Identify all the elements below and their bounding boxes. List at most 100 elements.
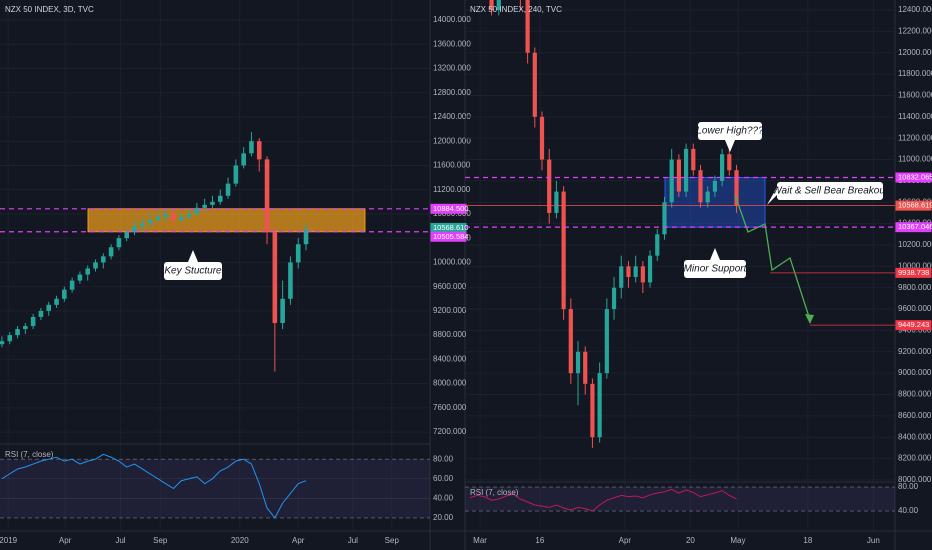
candle-body [264, 159, 270, 233]
overlay-layer: NZX 50 INDEX, 3D, TVC10884.50010568.6101… [0, 5, 932, 497]
candle-body [647, 255, 653, 283]
x-tick-label: 18 [803, 536, 812, 545]
price-tag-label: 10568.610 [433, 223, 468, 232]
candle-body [23, 326, 28, 330]
candle-body [155, 216, 161, 220]
callout-pointer [767, 187, 777, 205]
candle-body [683, 148, 689, 192]
x-tick-label: Jul [348, 536, 358, 545]
y-tick-label: 11200.000 [433, 185, 471, 194]
y-tick-label: 11200.000 [898, 133, 932, 142]
candle-body [539, 116, 545, 160]
callout-pointer [188, 250, 198, 262]
projection-arrowhead [805, 314, 814, 324]
candle-body [225, 183, 231, 196]
y-tick-label: 8600.000 [898, 411, 932, 420]
x-tick-label: 16 [535, 536, 544, 545]
y-tick-label: 12200.000 [898, 27, 932, 36]
candle-body [655, 234, 660, 256]
candle-body [698, 170, 703, 203]
candle-body [720, 154, 725, 181]
candle-body [288, 262, 293, 299]
candle-body [590, 383, 595, 438]
candle-body [496, 0, 501, 11]
price-tag-label: 10832.065 [898, 172, 932, 181]
price-tag [895, 200, 932, 211]
price-tag [895, 222, 932, 233]
x-tick-label: Jul [115, 536, 125, 545]
y-tick-label: 12400.000 [898, 5, 932, 14]
candle-body [249, 141, 254, 154]
candle-body [46, 304, 52, 311]
zone-box [87, 208, 366, 233]
y-tick-label: 13600.000 [433, 39, 471, 48]
callout-text: Minor Support [684, 264, 748, 275]
candle-body [233, 165, 239, 184]
callout-box [684, 260, 746, 278]
rsi-band [0, 459, 430, 518]
price-tag [430, 231, 467, 242]
candle-body [217, 195, 223, 202]
candle-body [303, 229, 309, 245]
candle-body [93, 262, 98, 269]
candle-body [210, 201, 215, 205]
callout-box [164, 262, 222, 280]
candle-body [619, 266, 624, 288]
price-tag-label: 10884.500 [433, 204, 468, 213]
rsi-tick-label: 40.00 [433, 493, 454, 502]
y-tick-label: 8200.000 [898, 454, 932, 463]
candle-body [611, 287, 617, 310]
x-tick-label: Apr [59, 536, 72, 545]
candle-body [241, 153, 246, 166]
rsi-tick-label: 80.00 [898, 482, 919, 491]
y-tick-label: 11600.000 [898, 91, 932, 100]
projection-path [734, 194, 811, 321]
candle-body [202, 204, 207, 208]
y-tick-label: 11000.000 [898, 155, 932, 164]
candle-body [489, 0, 494, 11]
candle-body [640, 266, 645, 283]
candle-body [69, 280, 75, 290]
candle-body [734, 170, 739, 206]
y-tick-label: 7600.000 [433, 403, 467, 412]
y-tick-label: 8000.000 [898, 475, 932, 484]
x-tick-label: 2019 [0, 536, 18, 545]
candle-body [178, 216, 184, 220]
y-tick-label: 9800.000 [898, 283, 932, 292]
candle-body [554, 191, 559, 213]
candle-body [633, 266, 638, 278]
candle-body [669, 159, 674, 203]
y-tick-label: 9200.000 [433, 306, 467, 315]
candle-body [15, 329, 20, 336]
x-tick-label: Mar [473, 536, 487, 545]
candle-body [108, 247, 114, 257]
candle-body [101, 256, 106, 263]
x-tick-label: Sep [385, 536, 400, 545]
candle-body [85, 268, 91, 275]
x-tick-label: Apr [292, 536, 305, 545]
rsi-tick-label: 60.00 [433, 474, 454, 483]
candle-body [532, 52, 537, 117]
candle-body [626, 266, 631, 278]
candle-body [604, 309, 609, 374]
price-tag [895, 320, 932, 331]
candle-body [295, 244, 301, 263]
y-tick-label: 12800.000 [433, 88, 471, 97]
candle-body [727, 154, 732, 171]
price-tag-label: 9938.738 [898, 268, 929, 277]
y-tick-label: 10000.000 [433, 258, 471, 267]
candle-body [116, 238, 122, 248]
candle-body [194, 207, 200, 214]
y-tick-label: 12000.000 [433, 136, 471, 145]
x-tick-label: Jun [867, 536, 880, 545]
callout-text: Lower High??? [696, 126, 764, 137]
rsi-title: RSI (7, close) [5, 450, 54, 459]
y-tick-label: 11400.000 [898, 112, 932, 121]
callout-box [698, 122, 762, 140]
candle-body [171, 213, 176, 220]
candle-body [7, 335, 13, 342]
x-tick-label: Sep [153, 536, 168, 545]
candle-body [54, 298, 59, 305]
y-tick-label: 8400.000 [433, 354, 467, 363]
